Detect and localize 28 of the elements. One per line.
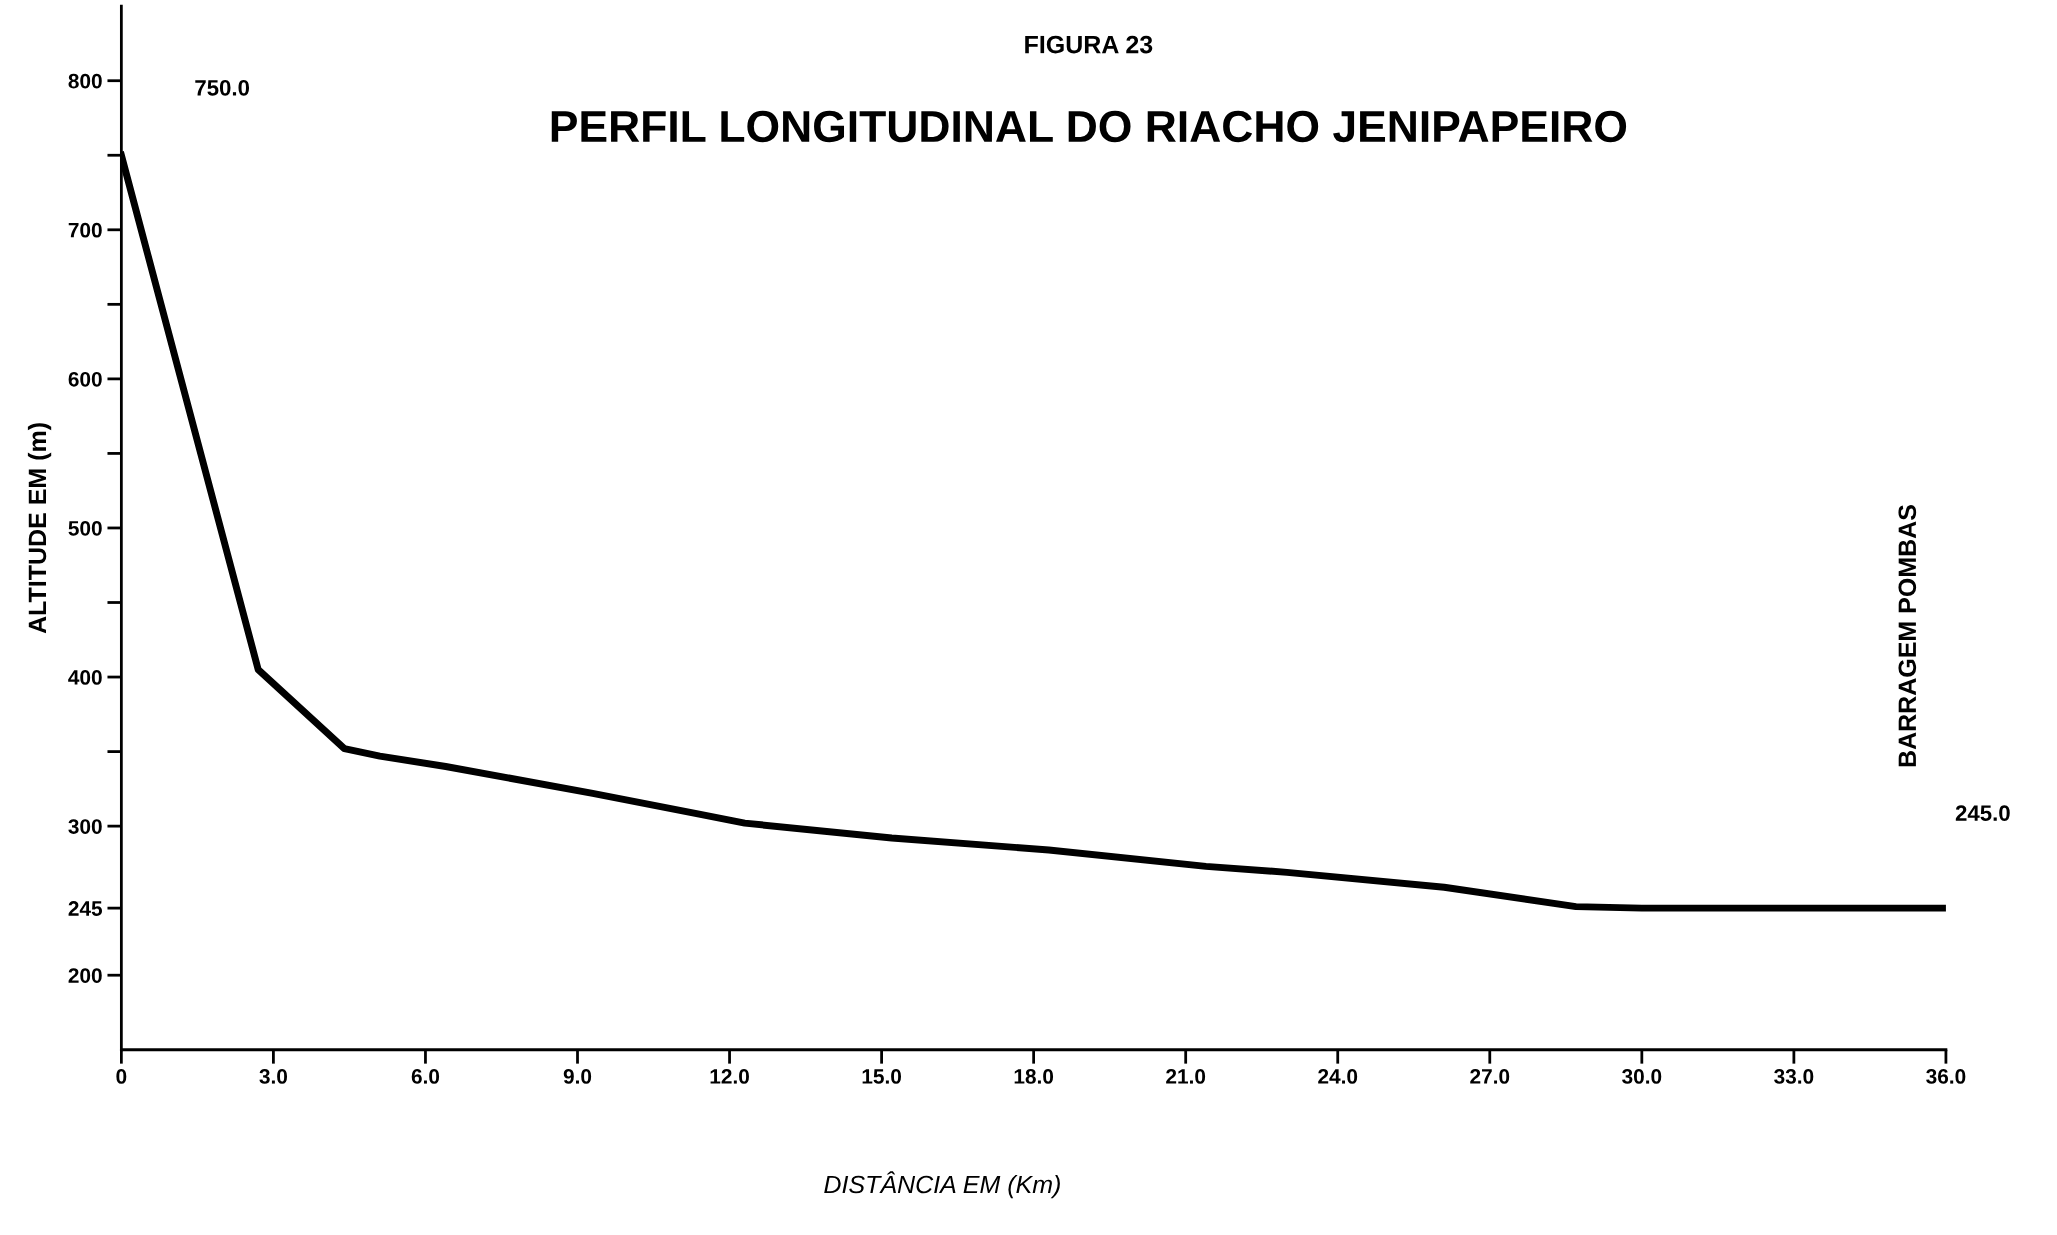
y-tick-label: 300 xyxy=(68,819,102,834)
x-tick-label: 27.0 xyxy=(1470,1069,1510,1084)
y-tick-label: 200 xyxy=(68,968,102,983)
text: 245.0 xyxy=(1955,805,2010,821)
text: PERFIL LONGITUDINAL DO RIACHO JENIPAPEIRO xyxy=(551,110,1627,143)
x-tick-label: 12.0 xyxy=(710,1069,749,1084)
y-tick-label: 800 xyxy=(68,73,102,89)
annotation: 750.0 xyxy=(195,79,250,96)
x-tick-label: 3.0 xyxy=(259,1069,288,1084)
text: FIGURA 23 xyxy=(1025,35,1153,54)
y-tick-label: 600 xyxy=(68,371,102,387)
y-axis-title: ALTITUDE EM (m) xyxy=(27,423,52,634)
x-tick-label: 15.0 xyxy=(862,1069,902,1084)
x-tick-label: 21.0 xyxy=(1166,1069,1206,1084)
y-tick-label: 245 xyxy=(68,901,103,916)
x-tick-label: 33.0 xyxy=(1774,1069,1814,1084)
x-tick-label: 9.0 xyxy=(563,1069,592,1084)
y-tick-label: 500 xyxy=(68,520,102,536)
x-tick-label: 36.0 xyxy=(1926,1069,1966,1084)
x-tick-label: 6.0 xyxy=(411,1069,440,1084)
annotation: BARRAGEM POMBAS xyxy=(1898,505,1917,767)
y-tick-label: 700 xyxy=(68,222,102,238)
y-tick-label: 400 xyxy=(68,670,102,685)
x-tick-label: 18.0 xyxy=(1014,1069,1054,1084)
x-tick-label: 24.0 xyxy=(1318,1069,1358,1084)
x-tick-label: 0 xyxy=(116,1069,127,1084)
x-axis-title: DISTÂNCIA EM (Km) xyxy=(824,1171,1060,1199)
x-tick-label: 30.0 xyxy=(1622,1069,1662,1084)
